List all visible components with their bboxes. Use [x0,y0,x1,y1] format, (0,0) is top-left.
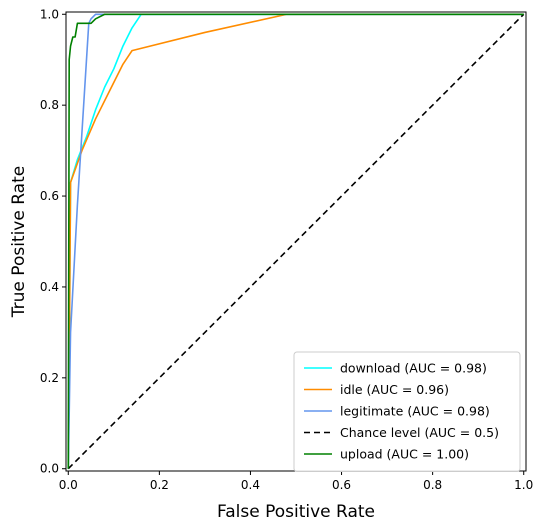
x-tick-label: 0.2 [150,478,169,492]
y-tick-label: 0.2 [40,371,59,385]
series-line-2 [67,13,524,469]
y-axis-label: True Positive Rate [9,166,29,318]
series-line-3 [67,13,525,470]
legend: download (AUC = 0.98) idle (AUC = 0.96) le… [293,351,521,472]
y-tick-label: 0.8 [40,98,59,112]
x-tick-label: 0.6 [332,478,351,492]
series-line-1 [67,13,524,469]
x-axis-label: False Positive Rate [217,502,375,522]
y-tick-label: 0.4 [40,280,59,294]
y-tick-label: 1.0 [40,7,59,21]
y-axis-ticks: 0.0 0.2 0.4 0.6 0.8 1.0 [40,7,66,476]
x-tick-label: 0.8 [423,478,442,492]
legend-entry: download (AUC = 0.98) [340,361,487,376]
x-tick-label: 0.4 [241,478,260,492]
y-tick-label: 0.6 [40,189,59,203]
legend-entry: Chance level (AUC = 0.5) [340,425,499,440]
legend-box [293,351,521,472]
plot-lines [67,13,525,470]
x-tick-label: 1.0 [514,478,533,492]
series-line-4 [67,13,524,469]
legend-entry: upload (AUC = 1.00) [340,447,469,462]
legend-entry: legitimate (AUC = 0.98) [340,404,490,419]
x-tick-label: 0.0 [59,478,78,492]
legend-entry: idle (AUC = 0.96) [340,382,449,397]
y-tick-label: 0.0 [40,462,59,476]
x-axis-ticks: 0.0 0.2 0.4 0.6 0.8 1.0 [59,471,533,492]
